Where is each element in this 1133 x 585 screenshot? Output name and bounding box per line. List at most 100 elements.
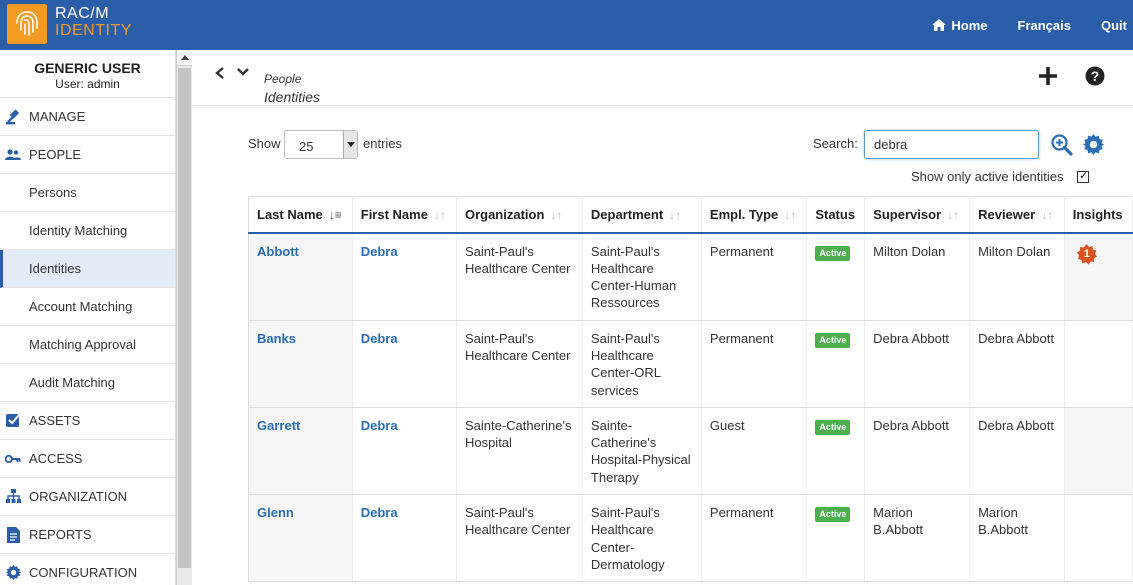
user-box: GENERIC USER User: admin <box>0 50 175 98</box>
first-name-link[interactable]: Debra <box>360 330 398 346</box>
cell-status: Active <box>806 232 866 321</box>
gear-icon <box>5 565 21 580</box>
cell-line[interactable]: Marion <box>873 505 913 521</box>
first-name-link[interactable]: Debra <box>360 243 398 259</box>
column-header-organization[interactable]: Organization ↓↑ <box>456 196 583 234</box>
insight-badge-icon[interactable]: 1 <box>1076 243 1098 265</box>
sidebar-item-label: Persons <box>29 185 77 200</box>
breadcrumb-parent[interactable]: People <box>264 72 302 86</box>
cell-line[interactable]: Marion <box>978 505 1018 521</box>
scroll-thumb[interactable] <box>178 68 191 568</box>
sidebar-item-label: CONFIGURATION <box>29 565 138 580</box>
cell-department: Saint-Paul's Healthcare Center- Dermatology <box>582 494 702 583</box>
user-name: GENERIC USER <box>34 60 141 76</box>
column-header-first-name[interactable]: First Name ↓↑ <box>352 196 457 234</box>
column-header-department[interactable]: Department ↓↑ <box>582 196 702 234</box>
first-name-link[interactable]: Debra <box>360 417 398 433</box>
status-badge: Active <box>815 507 851 523</box>
sort-icon[interactable]: ↓↑ <box>947 207 960 222</box>
zoom-in-icon[interactable] <box>1051 134 1073 156</box>
cell-line[interactable]: Milton Dolan <box>873 243 946 259</box>
sort-icon[interactable]: ↓↑ <box>784 207 797 222</box>
sidebar-item-persons[interactable]: Persons <box>0 174 175 212</box>
search-input[interactable] <box>864 130 1039 159</box>
plus-icon[interactable] <box>1038 66 1058 86</box>
sidebar-item-label: ASSETS <box>29 413 81 428</box>
cell-line: Catherine's <box>590 435 657 451</box>
first-name-link[interactable]: Debra <box>360 505 398 521</box>
home-link[interactable]: Home <box>932 17 988 33</box>
table-row[interactable]: Banks Debra Saint-Paul's Healthcare Center S… <box>248 320 1133 408</box>
last-name-link[interactable]: Garrett <box>257 417 301 433</box>
sidebar-item-configuration[interactable]: CONFIGURATION <box>0 554 175 585</box>
dropdown-arrow-icon[interactable] <box>343 131 357 158</box>
cell-line: Hospital-Physical <box>590 452 691 468</box>
last-name-link[interactable]: Abbott <box>257 243 299 259</box>
sidebar-scrollbar[interactable] <box>176 50 192 585</box>
sort-icon[interactable]: ↓↑ <box>433 207 446 222</box>
sort-ascending-icon[interactable]: ↓≡ <box>328 207 342 222</box>
sidebar-item-reports[interactable]: REPORTS <box>0 516 175 554</box>
cell-line[interactable]: Debra Abbott <box>978 417 1054 433</box>
sort-icon[interactable]: ↓↑ <box>669 207 682 222</box>
column-header-status[interactable]: Status <box>806 196 866 234</box>
cell-department: Sainte- Catherine's Hospital-Physical Thera… <box>582 407 702 496</box>
sidebar-item-identity-matching[interactable]: Identity Matching <box>0 212 175 250</box>
active-only-label: Show only active identities <box>911 169 1064 184</box>
chevron-down-icon[interactable] <box>236 66 250 78</box>
key-icon <box>5 453 21 465</box>
sidebar-item-audit-matching[interactable]: Audit Matching <box>0 364 175 402</box>
column-header-insights[interactable]: Insights <box>1064 196 1133 234</box>
sidebar-item-account-matching[interactable]: Account Matching <box>0 288 175 326</box>
column-header-supervisor[interactable]: Supervisor ↓↑ <box>864 196 971 234</box>
cell-line: Healthcare Center <box>464 260 571 276</box>
last-name-link[interactable]: Banks <box>257 330 297 346</box>
column-header-reviewer[interactable]: Reviewer ↓↑ <box>969 196 1065 234</box>
cell-line[interactable]: Debra Abbott <box>978 330 1054 346</box>
column-header-last-name[interactable]: Last Name ↓≡ <box>248 196 353 234</box>
cell-line: Healthcare <box>590 522 654 538</box>
table-row[interactable]: Abbott Debra Saint-Paul's Healthcare Center… <box>248 232 1133 321</box>
cell-line[interactable]: B.Abbott <box>978 522 1028 538</box>
scroll-up-arrow[interactable] <box>177 50 192 66</box>
cell-line[interactable]: B.Abbott <box>873 522 924 538</box>
cell-line[interactable]: Milton Dolan <box>978 243 1051 259</box>
column-header-label: Organization <box>464 206 545 222</box>
cell-insights: 1 <box>1064 232 1133 321</box>
quit-link[interactable]: Quit <box>1101 17 1127 33</box>
sort-icon[interactable]: ↓↑ <box>1041 207 1054 222</box>
cell-line: Healthcare <box>590 347 654 363</box>
svg-text:?: ? <box>1091 68 1100 84</box>
cell-line: Saint-Paul's <box>590 243 660 259</box>
sidebar-item-assets[interactable]: ASSETS <box>0 402 175 440</box>
sidebar-item-matching-approval[interactable]: Matching Approval <box>0 326 175 364</box>
sidebar-item-people[interactable]: PEOPLE <box>0 136 175 174</box>
fingerprint-logo-icon[interactable] <box>7 4 47 44</box>
sort-icon[interactable]: ↓↑ <box>550 207 563 222</box>
sidebar-item-organization[interactable]: ORGANIZATION <box>0 478 175 516</box>
sidebar-item-access[interactable]: ACCESS <box>0 440 175 478</box>
last-name-link[interactable]: Glenn <box>257 505 294 521</box>
chevron-left-icon[interactable] <box>214 66 226 80</box>
sidebar-item-manage[interactable]: MANAGE <box>0 98 175 136</box>
search-label: Search: <box>813 136 858 151</box>
cell-line[interactable]: Debra Abbott <box>873 417 950 433</box>
home-icon <box>932 19 947 31</box>
cell-supervisor: Debra Abbott <box>864 320 971 408</box>
table-row[interactable]: Garrett Debra Sainte-Catherine's Hospital Sa… <box>248 407 1133 496</box>
entries-select[interactable]: 25 <box>284 130 358 159</box>
table-row[interactable]: Glenn Debra Saint-Paul's Healthcare Center S… <box>248 494 1133 583</box>
column-header-empl-type[interactable]: Empl. Type ↓↑ <box>701 196 808 234</box>
status-badge: Active <box>815 419 851 435</box>
cell-organization: Saint-Paul's Healthcare Center <box>456 494 583 583</box>
logo-line-2: IDENTITY <box>55 22 132 39</box>
settings-gear-icon[interactable] <box>1083 134 1104 155</box>
sidebar-item-label: ORGANIZATION <box>29 489 127 504</box>
language-link[interactable]: Français <box>1017 17 1071 33</box>
sidebar-item-identities[interactable]: Identities <box>0 250 175 288</box>
active-only-checkbox[interactable] <box>1077 169 1089 183</box>
cell-line: Saint-Paul's <box>464 243 534 259</box>
help-icon[interactable]: ? <box>1085 66 1105 86</box>
home-link-label: Home <box>951 17 988 33</box>
cell-line[interactable]: Debra Abbott <box>873 330 950 346</box>
